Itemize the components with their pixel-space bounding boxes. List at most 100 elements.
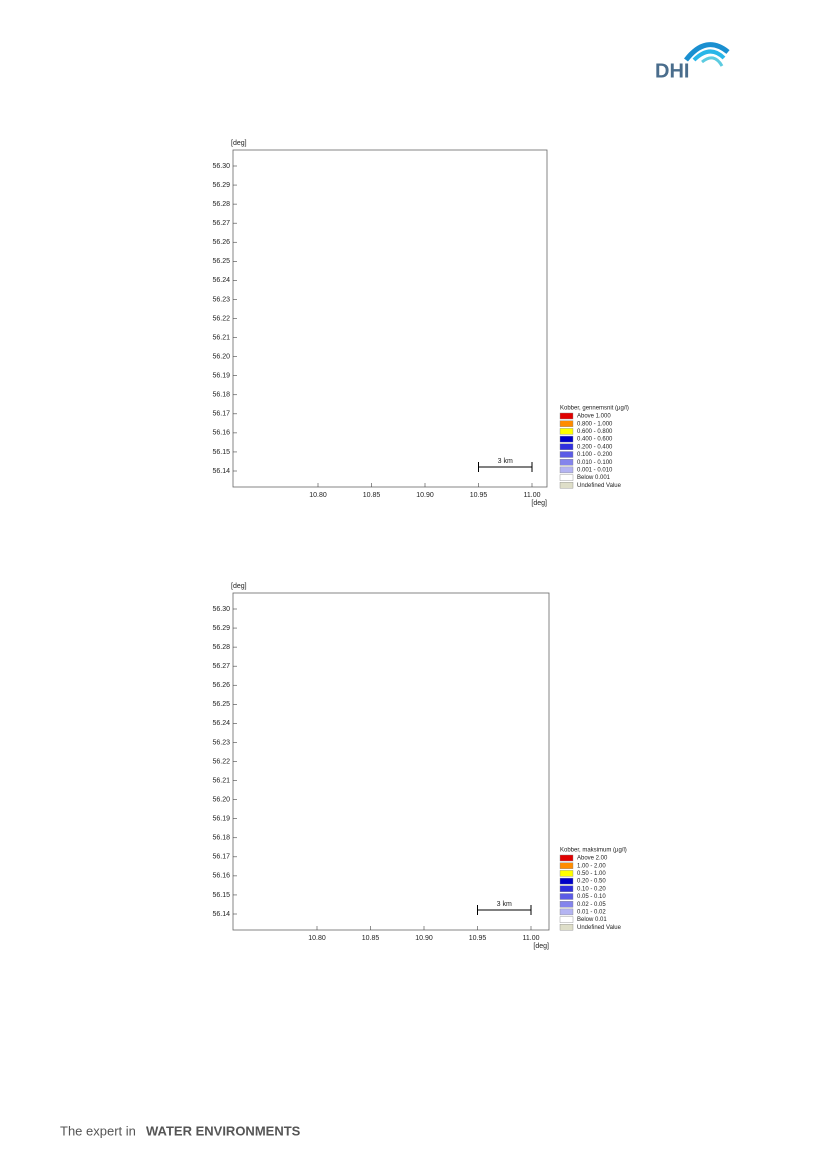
legend-item: Above 1.000 bbox=[577, 414, 611, 420]
legend-swatch bbox=[559, 908, 574, 916]
y-tick-label: 56.18 bbox=[212, 392, 230, 399]
legend-swatch bbox=[559, 885, 574, 892]
y-tick-label: 56.14 bbox=[212, 911, 230, 918]
legend-title: Kobber, gennemsnit (µg/l) bbox=[560, 406, 629, 412]
footer-emphasis: WATER ENVIRONMENTS bbox=[146, 1123, 301, 1138]
y-tick-label: 56.19 bbox=[212, 373, 230, 380]
y-tick-label: 56.26 bbox=[212, 239, 230, 246]
y-tick-label: 56.28 bbox=[212, 644, 230, 651]
y-tick-label: 56.29 bbox=[212, 625, 230, 632]
legend-swatch bbox=[559, 459, 574, 466]
legend-item: Above 2.00 bbox=[577, 856, 608, 862]
legend-swatch bbox=[559, 474, 574, 481]
y-tick-label: 56.21 bbox=[212, 334, 230, 341]
legend-item: Undefined Value bbox=[577, 483, 622, 489]
legend-item: 0.05 - 0.10 bbox=[577, 894, 606, 900]
legend-item: 0.600 - 0.800 bbox=[577, 429, 613, 435]
y-tick-label: 56.18 bbox=[212, 835, 230, 842]
y-tick-label: 56.15 bbox=[212, 892, 230, 899]
x-tick-label: 10.90 bbox=[415, 935, 433, 942]
legend-item: 0.50 - 1.00 bbox=[577, 871, 606, 877]
legend-item: 0.01 - 0.02 bbox=[577, 909, 606, 915]
logo-wave bbox=[701, 56, 724, 67]
y-tick-label: 56.20 bbox=[212, 353, 230, 360]
y-tick-label: 56.30 bbox=[212, 163, 230, 170]
y-tick-label: 56.17 bbox=[212, 411, 230, 418]
legend-item: Below 0.01 bbox=[577, 917, 607, 923]
legend-swatch bbox=[559, 870, 574, 877]
y-tick-label: 56.24 bbox=[212, 277, 230, 284]
y-tick-label: 56.23 bbox=[212, 739, 230, 746]
y-tick-label: 56.16 bbox=[212, 430, 230, 437]
map-plot: 56.30 56.29 56.28 56.27 56.26 56.25 56.24 56.23… bbox=[212, 583, 626, 950]
y-tick-label: 56.26 bbox=[212, 682, 230, 689]
scale-bar-label: 3 km bbox=[498, 458, 513, 465]
x-tick-label: 10.85 bbox=[363, 492, 381, 499]
y-tick-label: 56.30 bbox=[212, 606, 230, 613]
x-tick-label: 11.00 bbox=[524, 492, 541, 499]
scale-bar-label: 3 km bbox=[497, 901, 512, 908]
y-tick-label: 56.22 bbox=[212, 758, 230, 765]
y-tick-label: 56.15 bbox=[212, 449, 230, 456]
legend-swatch bbox=[559, 893, 574, 900]
x-axis-label: [deg] bbox=[531, 500, 547, 507]
y-tick-label: 56.19 bbox=[212, 816, 230, 823]
y-tick-label: 56.29 bbox=[212, 182, 230, 189]
logo-text: DHI bbox=[655, 60, 689, 82]
footer-tagline: The expert in bbox=[60, 1123, 136, 1138]
legend-item: 1.00 - 2.00 bbox=[577, 863, 606, 869]
logo-wave bbox=[684, 42, 730, 62]
y-tick-label: 56.20 bbox=[212, 796, 230, 803]
legend-swatch bbox=[559, 924, 574, 931]
logo: DHI bbox=[655, 42, 730, 82]
legend-swatch bbox=[559, 901, 574, 908]
legend-swatch bbox=[559, 877, 574, 885]
x-tick-label: 10.90 bbox=[416, 492, 434, 499]
legend-item: 0.800 - 1.000 bbox=[577, 421, 613, 427]
map-plot: 56.30 56.29 56.28 56.27 56.26 56.25 56.24 56.23… bbox=[212, 140, 628, 507]
legend-swatch bbox=[559, 482, 574, 489]
y-tick-label: 56.25 bbox=[212, 701, 230, 708]
x-tick-label: 10.95 bbox=[469, 935, 487, 942]
x-tick-label: 11.00 bbox=[523, 935, 540, 942]
legend-swatch bbox=[559, 466, 574, 474]
y-axis-label: [deg] bbox=[231, 583, 247, 590]
legend-item: 0.200 - 0.400 bbox=[577, 444, 613, 450]
y-tick-label: 56.22 bbox=[212, 315, 230, 322]
y-tick-label: 56.21 bbox=[212, 777, 230, 784]
legend-swatch bbox=[559, 854, 574, 862]
y-tick-label: 56.24 bbox=[212, 720, 230, 727]
legend-swatch bbox=[559, 420, 574, 427]
map-area bbox=[466, 300, 547, 487]
x-axis-label: [deg] bbox=[533, 943, 549, 950]
x-tick-label: 10.95 bbox=[470, 492, 488, 499]
legend-swatch bbox=[559, 428, 574, 435]
legend-swatch bbox=[559, 443, 574, 450]
legend-title: Kobber, maksimum (µg/l) bbox=[560, 848, 627, 854]
legend-swatch bbox=[559, 916, 574, 923]
legend-item: 0.02 - 0.05 bbox=[577, 902, 606, 908]
y-tick-label: 56.16 bbox=[212, 873, 230, 880]
y-tick-label: 56.23 bbox=[212, 296, 230, 303]
legend-item: 0.400 - 0.600 bbox=[577, 437, 613, 443]
plots: 56.30 56.29 56.28 56.27 56.26 56.25 56.24 56.23… bbox=[212, 140, 628, 950]
legend-swatch bbox=[559, 862, 574, 869]
legend-item: Undefined Value bbox=[577, 925, 622, 931]
y-tick-label: 56.17 bbox=[212, 854, 230, 861]
y-tick-label: 56.27 bbox=[212, 663, 230, 670]
legend-swatch bbox=[559, 451, 574, 458]
legend-item: Below 0.001 bbox=[577, 475, 611, 481]
legend-item: 0.010 - 0.100 bbox=[577, 460, 613, 466]
legend-item: 0.001 - 0.010 bbox=[577, 467, 613, 473]
legend-item: 0.20 - 0.50 bbox=[577, 879, 606, 885]
y-tick-label: 56.25 bbox=[212, 258, 230, 265]
legend-item: 0.10 - 0.20 bbox=[577, 886, 606, 892]
y-tick-label: 56.28 bbox=[212, 201, 230, 208]
x-tick-label: 10.80 bbox=[308, 935, 326, 942]
water bbox=[466, 300, 547, 487]
y-tick-label: 56.27 bbox=[212, 220, 230, 227]
x-tick-label: 10.85 bbox=[362, 935, 380, 942]
legend-swatch bbox=[559, 435, 574, 443]
